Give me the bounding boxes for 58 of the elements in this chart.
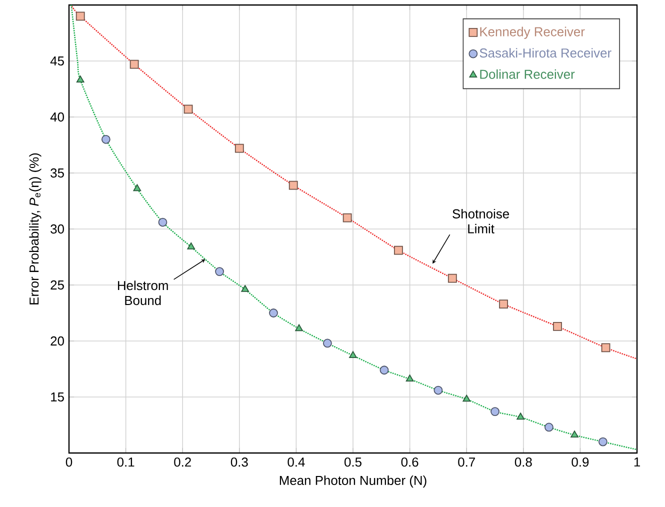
x-tick-label: 0.2 — [174, 458, 191, 467]
annotation: Helstrom Bound — [118, 280, 168, 306]
point — [349, 351, 357, 358]
y-tick-label: 25 — [50, 280, 64, 290]
point — [434, 386, 443, 395]
point — [76, 12, 85, 21]
x-tick-label: 0.3 — [230, 458, 248, 467]
point — [394, 246, 403, 255]
x-tick-label: 1 — [634, 458, 640, 466]
point — [76, 76, 84, 82]
point — [241, 285, 249, 292]
x-tick-label: 0.7 — [458, 458, 475, 467]
y-tick-label: 35 — [50, 168, 64, 178]
x-tick-label: 0.1 — [117, 458, 134, 467]
point — [406, 374, 414, 382]
point — [101, 134, 110, 144]
point — [130, 60, 139, 69]
line-series — [71, 5, 638, 360]
point — [322, 338, 332, 348]
point — [448, 274, 457, 283]
x-tick-label: 0.4 — [288, 458, 305, 467]
point — [234, 144, 244, 153]
annotation: Shotnoise Limit — [452, 208, 510, 234]
x-tick-label: 0.9 — [572, 458, 589, 467]
point — [553, 322, 562, 331]
y-tick-label: 45 — [50, 56, 64, 66]
x-tick-label: 0.6 — [401, 458, 418, 467]
y-tick-label: 15 — [51, 392, 64, 402]
point — [133, 184, 142, 192]
legend-label: Dolinar Receiver — [480, 69, 575, 79]
y-tick-label: 40 — [50, 112, 64, 122]
point — [158, 218, 168, 227]
point — [295, 324, 303, 332]
x-tick-label: 0.5 — [344, 458, 362, 467]
point — [598, 437, 608, 446]
point — [342, 213, 352, 222]
x-tick-label: 0 — [66, 458, 72, 467]
point — [184, 104, 193, 114]
point — [215, 267, 224, 276]
point — [499, 300, 508, 308]
x-tick-label: 0.8 — [514, 458, 532, 467]
point — [601, 343, 610, 352]
point — [462, 394, 471, 402]
point — [187, 242, 196, 250]
point — [288, 180, 298, 190]
line-series — [70, 4, 638, 450]
point — [380, 366, 389, 375]
x-axis-title: Mean Photon Number (N) — [280, 476, 426, 488]
y-tick-label: 30 — [50, 224, 64, 234]
legend-label: Sasaki-Hirota Receiver — [480, 48, 612, 58]
point — [544, 422, 554, 432]
point — [570, 430, 578, 438]
point — [269, 308, 278, 318]
point — [516, 412, 524, 420]
point — [490, 407, 500, 416]
legend-label: Kennedy Receiver — [480, 26, 585, 39]
y-axis-title: Error Probability, P$_{e}$(η) (%) — [29, 153, 42, 304]
y-tick-label: 20 — [50, 336, 64, 346]
